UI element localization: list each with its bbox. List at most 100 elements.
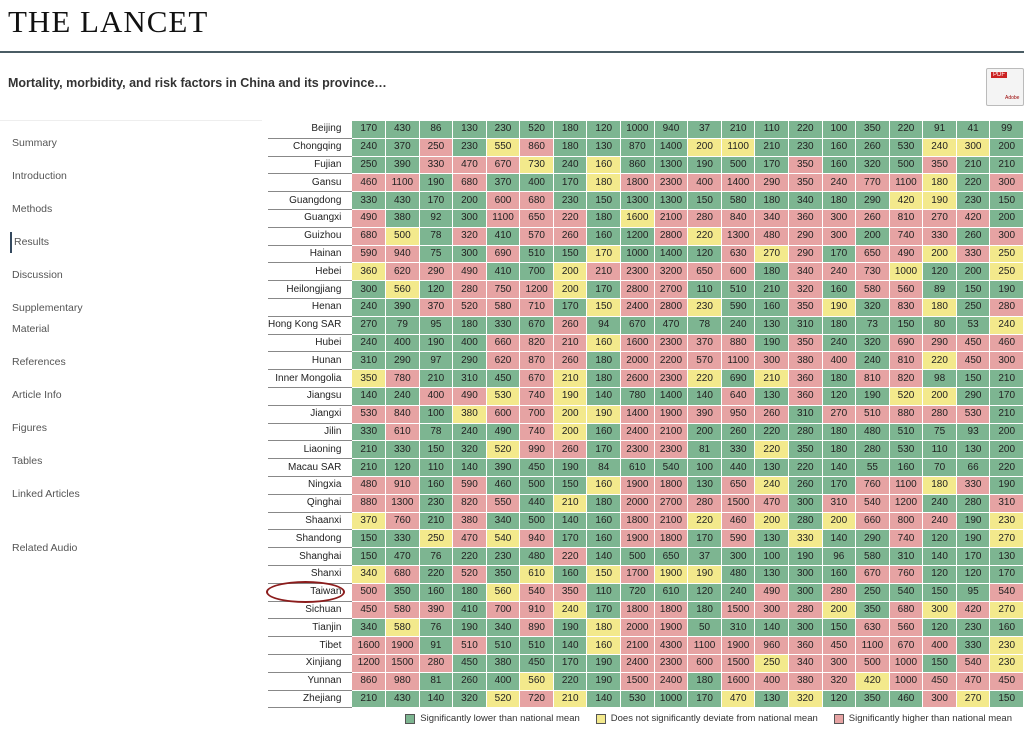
value-cell: 300 [720, 547, 756, 566]
value-cell: 660 [855, 511, 890, 531]
value-cell: 370 [687, 333, 722, 353]
value-cell: 300 [788, 582, 823, 602]
value-cell: 880 [351, 493, 387, 513]
value-cell: 190 [586, 404, 621, 424]
nav-item[interactable]: Tables [12, 455, 43, 467]
value-cell: 460 [351, 173, 387, 193]
nav-item[interactable]: Introduction [12, 170, 67, 182]
value-cell: 220 [452, 547, 487, 566]
value-cell: 160 [418, 582, 454, 602]
value-cell: 2400 [653, 671, 689, 691]
table-row: Inner Mongolia 350 780 210 310 450 670 210 180 26… [268, 369, 1024, 388]
value-cell: 270 [989, 529, 1024, 549]
value-cell: 1900 [385, 636, 420, 655]
value-cell: 810 [855, 369, 890, 388]
nav-item[interactable]: Article Info [12, 389, 62, 401]
value-cell: 460 [888, 689, 924, 709]
nav-item[interactable]: Supplementary Material [12, 302, 83, 335]
nav-item[interactable]: Figures [12, 422, 48, 434]
province-name: Ningxia [268, 476, 352, 495]
value-cell: 240 [351, 137, 387, 157]
value-cell: 240 [351, 333, 387, 353]
value-cell: 1500 [720, 653, 756, 673]
province-name: Sichuan [268, 601, 352, 620]
value-cell: 190 [989, 280, 1024, 299]
value-cell: 580 [385, 618, 420, 638]
value-cell: 540 [485, 529, 521, 549]
value-cell: 240 [754, 475, 790, 495]
value-cell: 200 [989, 137, 1024, 157]
value-cell: 240 [552, 600, 588, 620]
value-cell: 310 [989, 493, 1024, 513]
value-cell: 260 [552, 351, 588, 371]
province-name: Yunnan [268, 672, 352, 691]
pdf-button[interactable]: PDF Adobe [986, 68, 1024, 106]
value-cell: 150 [586, 297, 621, 317]
value-cell: 390 [485, 458, 521, 477]
legend-swatch [405, 713, 416, 724]
value-cell: 290 [922, 333, 957, 353]
value-cell: 590 [452, 475, 487, 495]
value-cell: 450 [351, 600, 387, 620]
value-cell: 310 [788, 404, 823, 424]
value-cell: 350 [855, 120, 890, 139]
value-cell: 720 [519, 689, 554, 709]
value-cell: 1600 [720, 671, 756, 691]
nav-item[interactable]: Summary [12, 137, 57, 149]
value-cell: 110 [754, 120, 790, 139]
value-cell: 520 [485, 689, 521, 709]
value-cell: 160 [418, 475, 454, 495]
value-cell: 670 [855, 564, 890, 584]
value-cell: 610 [653, 582, 689, 602]
value-cell: 890 [519, 618, 554, 638]
nav-item[interactable]: Methods [12, 203, 53, 215]
value-cell: 430 [385, 120, 420, 139]
value-cell: 2800 [653, 297, 689, 317]
value-cell: 210 [989, 404, 1024, 424]
nav-item[interactable]: Discussion [12, 269, 63, 281]
value-cell: 420 [888, 191, 924, 210]
value-cell: 190 [586, 671, 621, 691]
value-cell: 180 [922, 475, 957, 495]
value-cell: 360 [351, 262, 387, 282]
journal-logo[interactable]: THE LANCET [8, 4, 209, 39]
value-cell: 600 [485, 191, 521, 210]
value-cell: 480 [855, 422, 890, 442]
value-cell: 470 [754, 493, 790, 513]
province-name: Guangdong [268, 191, 352, 210]
table-row: Ningxia 480 910 160 590 460 500 150 160 1900 1800 1… [268, 475, 1024, 495]
value-cell: 180 [821, 422, 857, 442]
value-cell: 460 [989, 333, 1024, 353]
value-cell: 170 [989, 386, 1024, 406]
value-cell: 190 [821, 297, 857, 317]
value-cell: 2200 [653, 351, 689, 371]
value-cell: 2300 [653, 333, 689, 353]
legend-label: Significantly lower than national mean [420, 713, 580, 724]
value-cell: 1800 [653, 600, 689, 620]
value-cell: 140 [552, 511, 588, 531]
value-cell: 290 [955, 386, 991, 406]
value-cell: 310 [351, 351, 387, 371]
nav-item[interactable]: Results [10, 232, 120, 253]
value-cell: 150 [922, 582, 957, 602]
value-cell: 250 [418, 137, 454, 157]
nav-item[interactable]: References [12, 356, 66, 368]
value-cell: 510 [855, 404, 890, 424]
value-cell: 300 [788, 564, 823, 584]
table-row: Hong Kong SAR 270 79 95 180 330 670 260 94 670 470… [268, 315, 1024, 335]
value-cell: 50 [687, 618, 722, 638]
nav-item[interactable]: Linked Articles [12, 488, 80, 500]
value-cell: 320 [821, 671, 857, 691]
value-cell: 200 [552, 422, 588, 442]
value-cell: 610 [620, 458, 655, 477]
value-cell: 170 [418, 191, 454, 210]
value-cell: 560 [485, 582, 521, 602]
value-cell: 390 [418, 600, 454, 620]
value-cell: 270 [922, 208, 957, 228]
value-cell: 120 [385, 458, 420, 477]
value-cell: 1700 [620, 564, 655, 584]
value-cell: 520 [452, 564, 487, 584]
value-cell: 2400 [620, 422, 655, 442]
value-cell: 360 [788, 369, 823, 388]
nav-item[interactable]: Related Audio [12, 542, 78, 554]
